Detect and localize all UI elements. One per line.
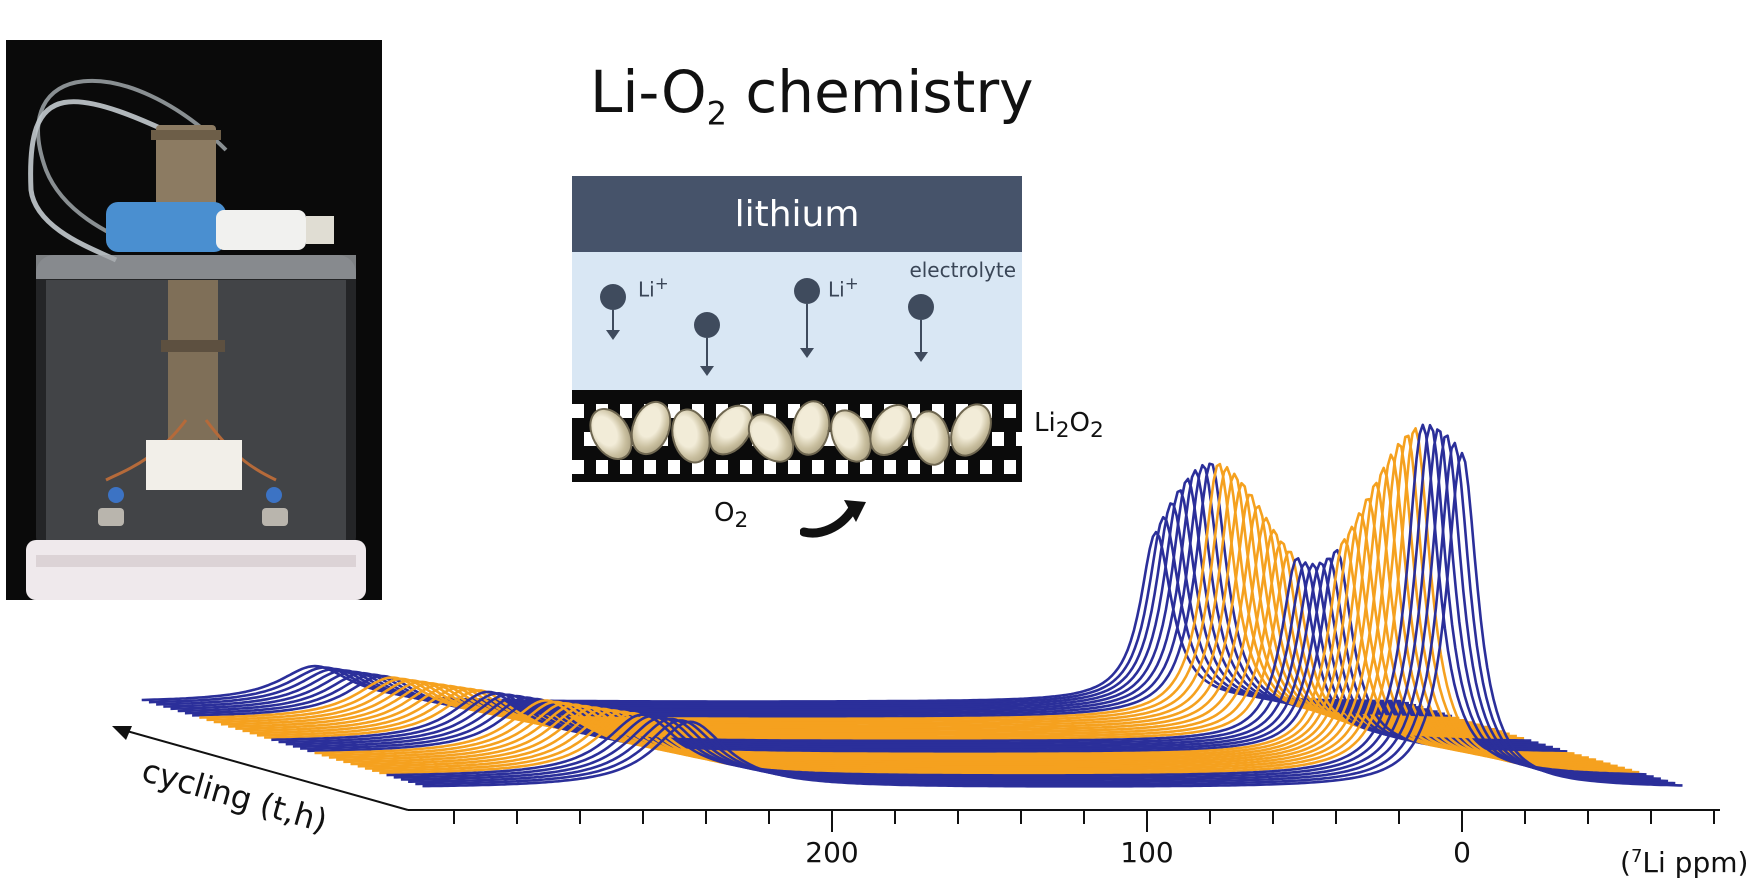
lithium-anode-layer: lithium	[572, 176, 1022, 252]
title-suffix: chemistry	[726, 58, 1034, 126]
spectrum-trace	[148, 515, 1409, 705]
li-ion-label: Li+	[828, 274, 859, 302]
spectrum-trace	[393, 423, 1654, 779]
cathode-pattern	[572, 460, 1022, 474]
x-ticks	[453, 810, 1715, 832]
x-tick-label: 100	[1120, 836, 1173, 869]
down-arrow-icon	[914, 320, 928, 362]
li-ion-label: Li+	[638, 274, 669, 302]
anode-label: lithium	[734, 193, 860, 235]
spectrum-trace	[184, 463, 1445, 716]
spectrum-trace	[415, 441, 1676, 786]
li-o2-schematic: lithium electrolyte Li+ Li+	[572, 176, 1104, 546]
spectra-traces	[141, 423, 1683, 788]
li2o2-label: Li2O2	[1034, 408, 1104, 444]
curved-arrow-icon	[800, 500, 866, 538]
spectrum-trace	[343, 481, 1604, 764]
spectrum-trace	[379, 427, 1640, 775]
li-ion-icon	[600, 284, 626, 310]
down-arrow-icon	[700, 338, 714, 376]
figure-title: Li-O2 chemistry	[590, 58, 1034, 133]
electrolyte-layer: electrolyte Li+ Li+	[572, 252, 1022, 390]
down-arrow-icon	[800, 304, 814, 358]
spectrum-trace	[314, 538, 1575, 756]
spectrum-trace	[321, 525, 1582, 758]
spectrum-trace	[372, 434, 1633, 773]
x-tick-labels: 200 100 0	[805, 836, 1471, 869]
spectrum-trace	[199, 462, 1460, 721]
cell-photo	[6, 40, 382, 600]
depth-axis	[115, 727, 409, 811]
porous-cathode-layer	[572, 390, 1022, 482]
spectrum-trace	[386, 423, 1647, 777]
spectrum-trace	[170, 477, 1431, 712]
title-subscript: 2	[706, 94, 727, 133]
title-prefix: Li-O	[590, 58, 707, 126]
li-ion-icon	[694, 312, 720, 338]
spectrum-trace	[328, 512, 1589, 760]
spectrum-trace	[357, 453, 1618, 768]
spectrum-trace	[422, 451, 1683, 788]
spectrum-trace	[350, 466, 1611, 766]
depth-axis-arrow-icon	[112, 726, 132, 740]
li-ion-icon	[794, 278, 820, 304]
electrolyte-label: electrolyte	[909, 258, 1016, 282]
o2-label: O2	[714, 498, 749, 534]
x-tick-label: 200	[805, 836, 858, 869]
li-ion-icon	[908, 294, 934, 320]
depth-axis-label: cycling (t,h)	[138, 751, 332, 840]
x-axis-label: (7Li ppm)	[1620, 846, 1748, 880]
x-tick-label: 0	[1453, 836, 1471, 869]
down-arrow-icon	[606, 310, 620, 340]
spectrum-trace	[408, 434, 1669, 784]
